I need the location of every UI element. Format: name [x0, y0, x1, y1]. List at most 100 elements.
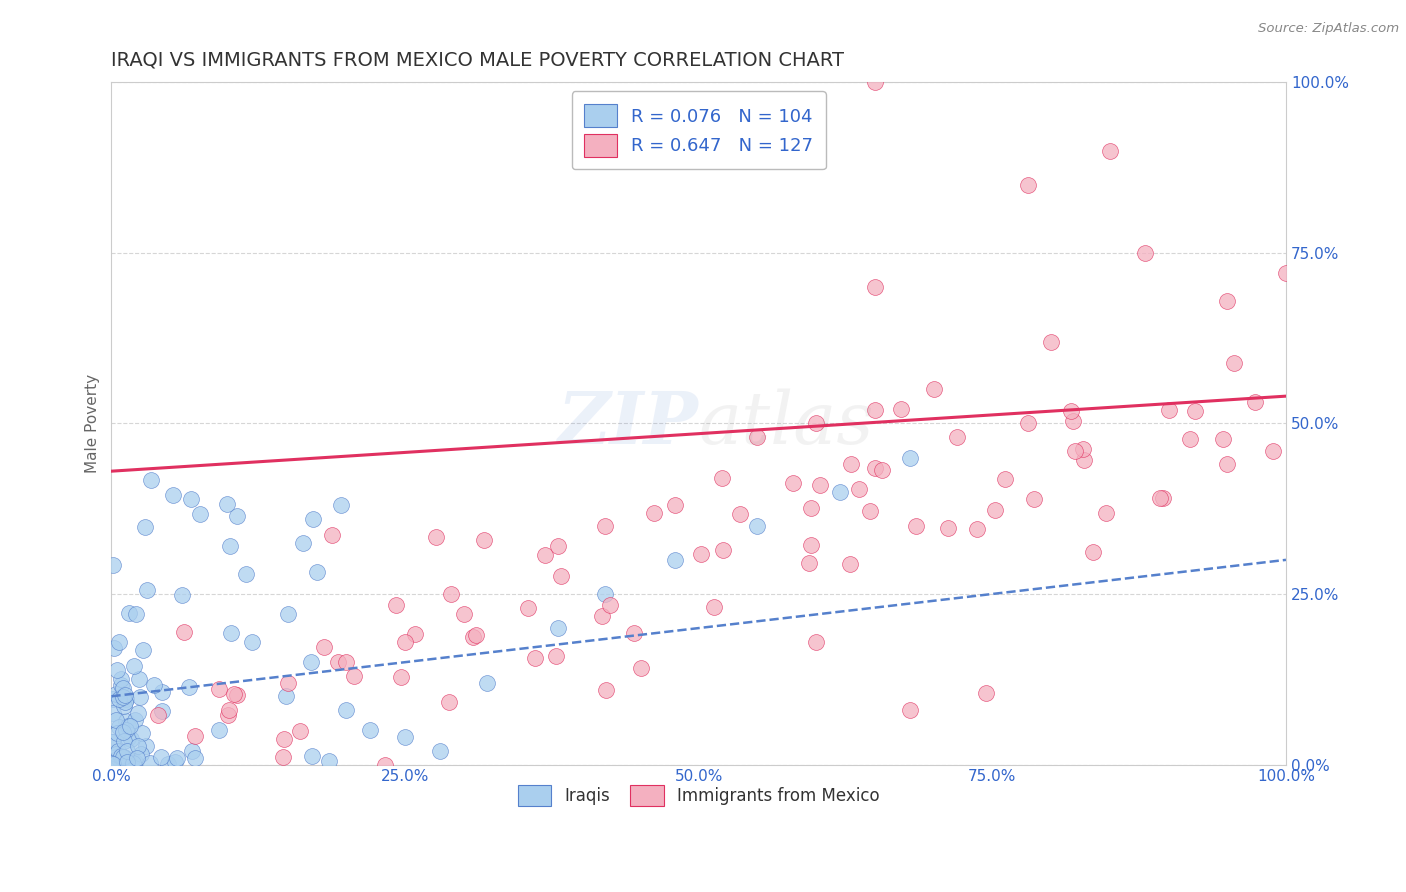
Point — [115, 744, 138, 758]
Point — [547, 621, 569, 635]
Point — [108, 692, 131, 706]
Point — [747, 430, 769, 444]
Point — [101, 558, 124, 572]
Point — [1017, 417, 1039, 431]
Point — [129, 690, 152, 704]
Point — [936, 521, 959, 535]
Point — [534, 548, 557, 562]
Point — [307, 565, 329, 579]
Point — [329, 498, 352, 512]
Point — [630, 661, 652, 675]
Point — [122, 659, 145, 673]
Point — [804, 634, 827, 648]
Point — [105, 663, 128, 677]
Point — [112, 750, 135, 764]
Point — [1157, 402, 1180, 417]
Point — [593, 518, 616, 533]
Point — [747, 518, 769, 533]
Point — [219, 626, 242, 640]
Point — [922, 382, 945, 396]
Point — [544, 649, 567, 664]
Point — [593, 587, 616, 601]
Point — [107, 744, 129, 758]
Point — [131, 726, 153, 740]
Point — [863, 460, 886, 475]
Point — [343, 669, 366, 683]
Point — [135, 582, 157, 597]
Point — [217, 708, 239, 723]
Point — [465, 628, 488, 642]
Point — [359, 723, 381, 738]
Point — [828, 484, 851, 499]
Point — [1081, 545, 1104, 559]
Point — [188, 508, 211, 522]
Point — [124, 755, 146, 769]
Point — [111, 681, 134, 695]
Point — [1149, 491, 1171, 506]
Point — [1017, 178, 1039, 192]
Point — [115, 714, 138, 728]
Point — [384, 598, 406, 612]
Point — [121, 756, 143, 770]
Point — [1216, 293, 1239, 308]
Point — [292, 536, 315, 550]
Point — [1040, 334, 1063, 349]
Point — [101, 691, 124, 706]
Point — [623, 625, 645, 640]
Point — [321, 528, 343, 542]
Point — [1184, 403, 1206, 417]
Point — [872, 463, 894, 477]
Point — [125, 607, 148, 622]
Point — [890, 402, 912, 417]
Point — [592, 609, 614, 624]
Point — [226, 688, 249, 702]
Point — [111, 690, 134, 704]
Point — [104, 713, 127, 727]
Point — [110, 672, 132, 686]
Point — [839, 557, 862, 571]
Point — [1152, 491, 1174, 506]
Point — [335, 703, 357, 717]
Point — [664, 553, 686, 567]
Point — [218, 703, 240, 717]
Point — [273, 732, 295, 747]
Point — [217, 497, 239, 511]
Point — [728, 507, 751, 521]
Point — [143, 678, 166, 692]
Point — [132, 643, 155, 657]
Point — [711, 543, 734, 558]
Point — [904, 519, 927, 533]
Point — [115, 692, 138, 706]
Point — [207, 723, 229, 737]
Point — [115, 752, 138, 766]
Point — [112, 733, 135, 747]
Point — [172, 588, 194, 602]
Point — [110, 678, 132, 692]
Point — [150, 704, 173, 718]
Point — [134, 519, 156, 533]
Point — [163, 755, 186, 769]
Point — [139, 756, 162, 771]
Point — [150, 750, 173, 764]
Point — [141, 473, 163, 487]
Point — [129, 747, 152, 761]
Point — [863, 280, 886, 294]
Point — [898, 703, 921, 717]
Point — [301, 512, 323, 526]
Point — [703, 600, 725, 615]
Point — [440, 587, 463, 601]
Point — [110, 748, 132, 763]
Point — [181, 744, 204, 758]
Point — [118, 607, 141, 621]
Point — [389, 670, 412, 684]
Point — [101, 706, 124, 720]
Point — [219, 539, 242, 553]
Point — [437, 695, 460, 709]
Point — [516, 601, 538, 615]
Point — [105, 687, 128, 701]
Point — [127, 739, 149, 753]
Point — [156, 757, 179, 772]
Point — [974, 686, 997, 700]
Point — [1180, 432, 1202, 446]
Point — [1275, 266, 1298, 280]
